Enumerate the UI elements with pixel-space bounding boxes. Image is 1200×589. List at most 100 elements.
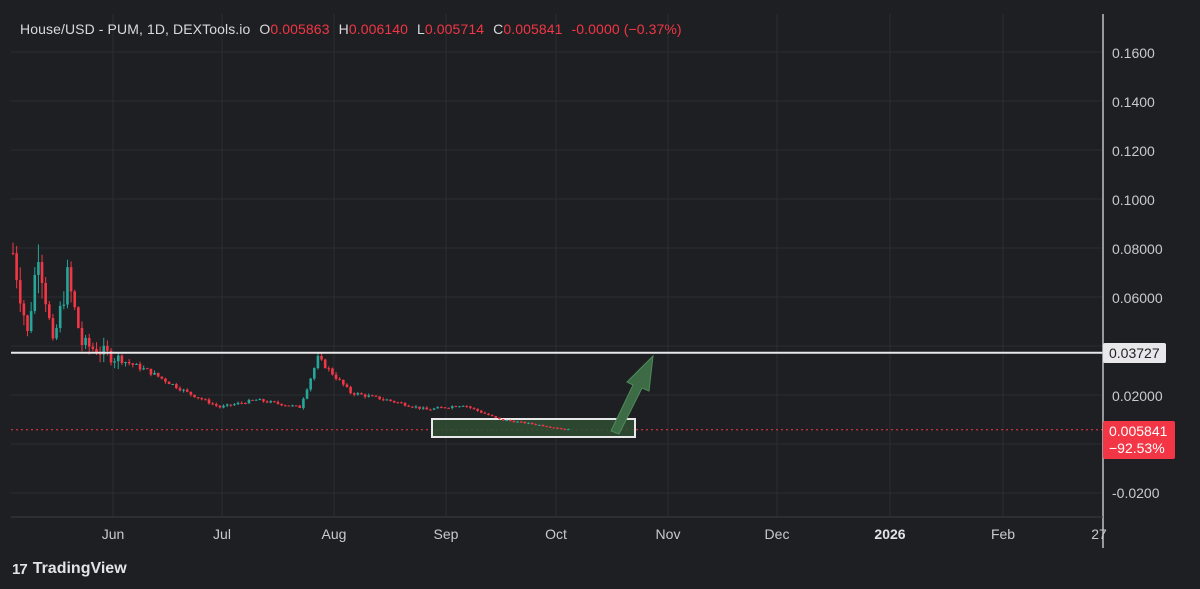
candle-body xyxy=(244,403,247,405)
candle-body xyxy=(175,384,178,389)
y-tick: 0.1200 xyxy=(1112,143,1155,159)
candle-body xyxy=(146,368,149,370)
candle-body xyxy=(236,402,240,405)
high-value: 0.006140 xyxy=(348,21,409,37)
candle-body xyxy=(436,407,440,409)
candle-body xyxy=(135,363,138,365)
open-label: O xyxy=(259,21,271,37)
candle-body xyxy=(218,405,222,408)
candle-body xyxy=(84,337,87,345)
candle-body xyxy=(559,428,563,430)
candle-body xyxy=(381,399,385,401)
candle-body xyxy=(127,362,131,364)
y-tick: 0.08000 xyxy=(1112,241,1163,257)
candle-body xyxy=(356,393,360,395)
candle-body xyxy=(37,262,40,275)
candle-body xyxy=(222,405,225,408)
candle-body xyxy=(44,282,47,305)
box-candles xyxy=(440,405,570,431)
candle-body xyxy=(247,399,251,404)
candle-body xyxy=(501,419,505,421)
candle-body xyxy=(389,399,392,401)
candle-body xyxy=(33,274,37,312)
candle-body xyxy=(392,400,396,403)
y-tick: 0.06000 xyxy=(1112,290,1163,306)
candle-body xyxy=(240,402,243,404)
chart-grid xyxy=(11,14,1103,517)
candle-body xyxy=(276,402,280,404)
candle-body xyxy=(443,407,447,409)
candle-body xyxy=(298,405,302,408)
candle-body xyxy=(22,303,26,316)
candle-body xyxy=(58,305,62,328)
symbol-title[interactable]: House/USD - PUM, 1D, DEXTools.io xyxy=(20,21,251,37)
candle-body xyxy=(120,355,124,364)
current-change-value: −92.53% xyxy=(1109,440,1165,456)
candle-body xyxy=(374,395,378,397)
candle-body xyxy=(494,416,498,418)
candle-body xyxy=(189,391,193,395)
tradingview-brand[interactable]: 17 TradingView xyxy=(12,560,127,578)
x-tick: Aug xyxy=(321,526,347,542)
candle-body xyxy=(498,417,501,420)
breakout-arrow[interactable] xyxy=(610,354,654,435)
candle-body xyxy=(287,405,291,407)
candle-body xyxy=(193,394,196,398)
candle-body xyxy=(254,399,258,401)
candle-body xyxy=(153,372,156,375)
brand-name: TradingView xyxy=(32,560,127,577)
candle-body xyxy=(534,424,538,426)
candle-body xyxy=(479,410,483,413)
candle-body xyxy=(465,405,469,407)
candle-body xyxy=(262,399,265,402)
candle-body xyxy=(233,404,236,406)
candle-body xyxy=(400,402,403,404)
candle-body xyxy=(229,404,233,406)
candle-body xyxy=(476,408,479,411)
candle-body xyxy=(487,413,490,416)
candle-body xyxy=(11,252,15,254)
candle-body xyxy=(312,368,316,379)
candle-body xyxy=(320,355,323,360)
x-tick-year: 2026 xyxy=(874,526,906,542)
candle-body xyxy=(167,381,171,385)
candle-body xyxy=(334,374,338,379)
candle-body xyxy=(385,399,389,401)
open-value: 0.005863 xyxy=(270,21,330,37)
candle-body xyxy=(280,403,283,406)
candle-body xyxy=(556,427,559,429)
candle-body xyxy=(116,355,120,362)
y-tick: 0.1400 xyxy=(1112,94,1155,110)
candle-body xyxy=(516,421,519,423)
close-label: C xyxy=(493,21,504,37)
candle-body xyxy=(207,399,211,404)
x-tick: Sep xyxy=(433,526,459,542)
candle-body xyxy=(407,405,410,407)
change-value: -0.0000 (−0.37%) xyxy=(571,21,682,37)
candle-body xyxy=(509,420,512,422)
candle-body xyxy=(87,337,91,347)
candle-body xyxy=(327,368,331,370)
candle-body xyxy=(211,403,214,405)
candle-body xyxy=(40,262,44,283)
close-value: 0.005841 xyxy=(503,21,563,37)
candle-body xyxy=(418,406,421,409)
candle-body xyxy=(483,412,487,414)
candle-body xyxy=(66,267,69,305)
consolidation-box[interactable] xyxy=(431,418,636,438)
candle-body xyxy=(429,409,432,411)
candle-body xyxy=(367,395,371,397)
candle-body xyxy=(95,348,98,354)
candle-body xyxy=(352,393,356,395)
current-price-value: 0.005841 xyxy=(1109,423,1168,439)
candle-body xyxy=(204,399,207,401)
candle-body xyxy=(360,393,363,395)
candle-body xyxy=(91,346,95,349)
candle-body xyxy=(106,345,109,351)
candle-body xyxy=(440,407,443,409)
candle-body xyxy=(567,429,570,431)
candle-body xyxy=(294,405,298,407)
level-price-tag: 0.03727 xyxy=(1103,343,1166,363)
candle-body xyxy=(345,384,349,387)
